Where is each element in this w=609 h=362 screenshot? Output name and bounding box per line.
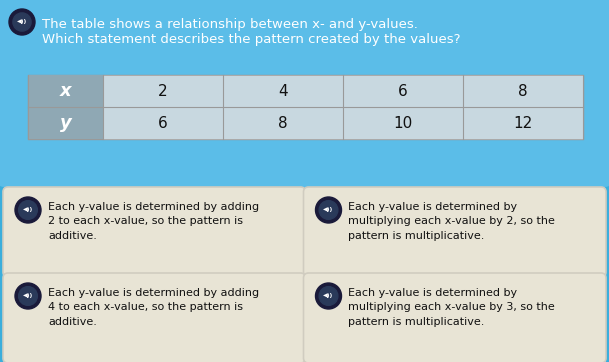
Text: Each y-value is determined by adding
4 to each x-value, so the pattern is
additi: Each y-value is determined by adding 4 t… xyxy=(48,288,259,327)
Circle shape xyxy=(13,13,31,31)
FancyBboxPatch shape xyxy=(103,75,223,107)
FancyBboxPatch shape xyxy=(343,75,463,107)
Text: 6: 6 xyxy=(158,115,168,130)
Text: 8: 8 xyxy=(278,115,288,130)
Text: 6: 6 xyxy=(398,84,408,98)
FancyBboxPatch shape xyxy=(303,187,606,277)
FancyBboxPatch shape xyxy=(28,75,103,139)
Circle shape xyxy=(19,287,37,306)
Text: Each y-value is determined by
multiplying each x-value by 3, so the
pattern is m: Each y-value is determined by multiplyin… xyxy=(348,288,555,327)
Text: y: y xyxy=(60,114,71,132)
FancyBboxPatch shape xyxy=(3,187,306,277)
Text: Which statement describes the pattern created by the values?: Which statement describes the pattern cr… xyxy=(42,33,460,46)
FancyBboxPatch shape xyxy=(103,107,223,139)
Text: 12: 12 xyxy=(513,115,533,130)
Circle shape xyxy=(319,287,338,306)
Circle shape xyxy=(315,197,342,223)
Circle shape xyxy=(15,197,41,223)
FancyBboxPatch shape xyxy=(223,75,343,107)
Text: ◀)): ◀)) xyxy=(23,207,33,212)
FancyBboxPatch shape xyxy=(223,107,343,139)
Text: 4: 4 xyxy=(278,84,288,98)
FancyBboxPatch shape xyxy=(343,107,463,139)
Text: 8: 8 xyxy=(518,84,528,98)
FancyBboxPatch shape xyxy=(3,273,306,362)
Text: ◀)): ◀)) xyxy=(323,294,334,299)
Text: ◀)): ◀)) xyxy=(23,294,33,299)
Text: The table shows a relationship between x- and y-values.: The table shows a relationship between x… xyxy=(42,18,418,31)
Text: ◀)): ◀)) xyxy=(323,207,334,212)
Circle shape xyxy=(315,283,342,309)
FancyBboxPatch shape xyxy=(303,273,606,362)
FancyBboxPatch shape xyxy=(463,107,583,139)
Circle shape xyxy=(15,283,41,309)
Text: ◀)): ◀)) xyxy=(17,20,27,25)
Text: x: x xyxy=(60,82,71,100)
Circle shape xyxy=(319,201,338,219)
Text: Each y-value is determined by adding
2 to each x-value, so the pattern is
additi: Each y-value is determined by adding 2 t… xyxy=(48,202,259,241)
Text: 10: 10 xyxy=(393,115,413,130)
Text: Each y-value is determined by
multiplying each x-value by 2, so the
pattern is m: Each y-value is determined by multiplyin… xyxy=(348,202,555,241)
FancyBboxPatch shape xyxy=(463,75,583,107)
FancyBboxPatch shape xyxy=(28,75,583,139)
Text: 2: 2 xyxy=(158,84,168,98)
Circle shape xyxy=(19,201,37,219)
Circle shape xyxy=(9,9,35,35)
FancyBboxPatch shape xyxy=(0,0,609,187)
